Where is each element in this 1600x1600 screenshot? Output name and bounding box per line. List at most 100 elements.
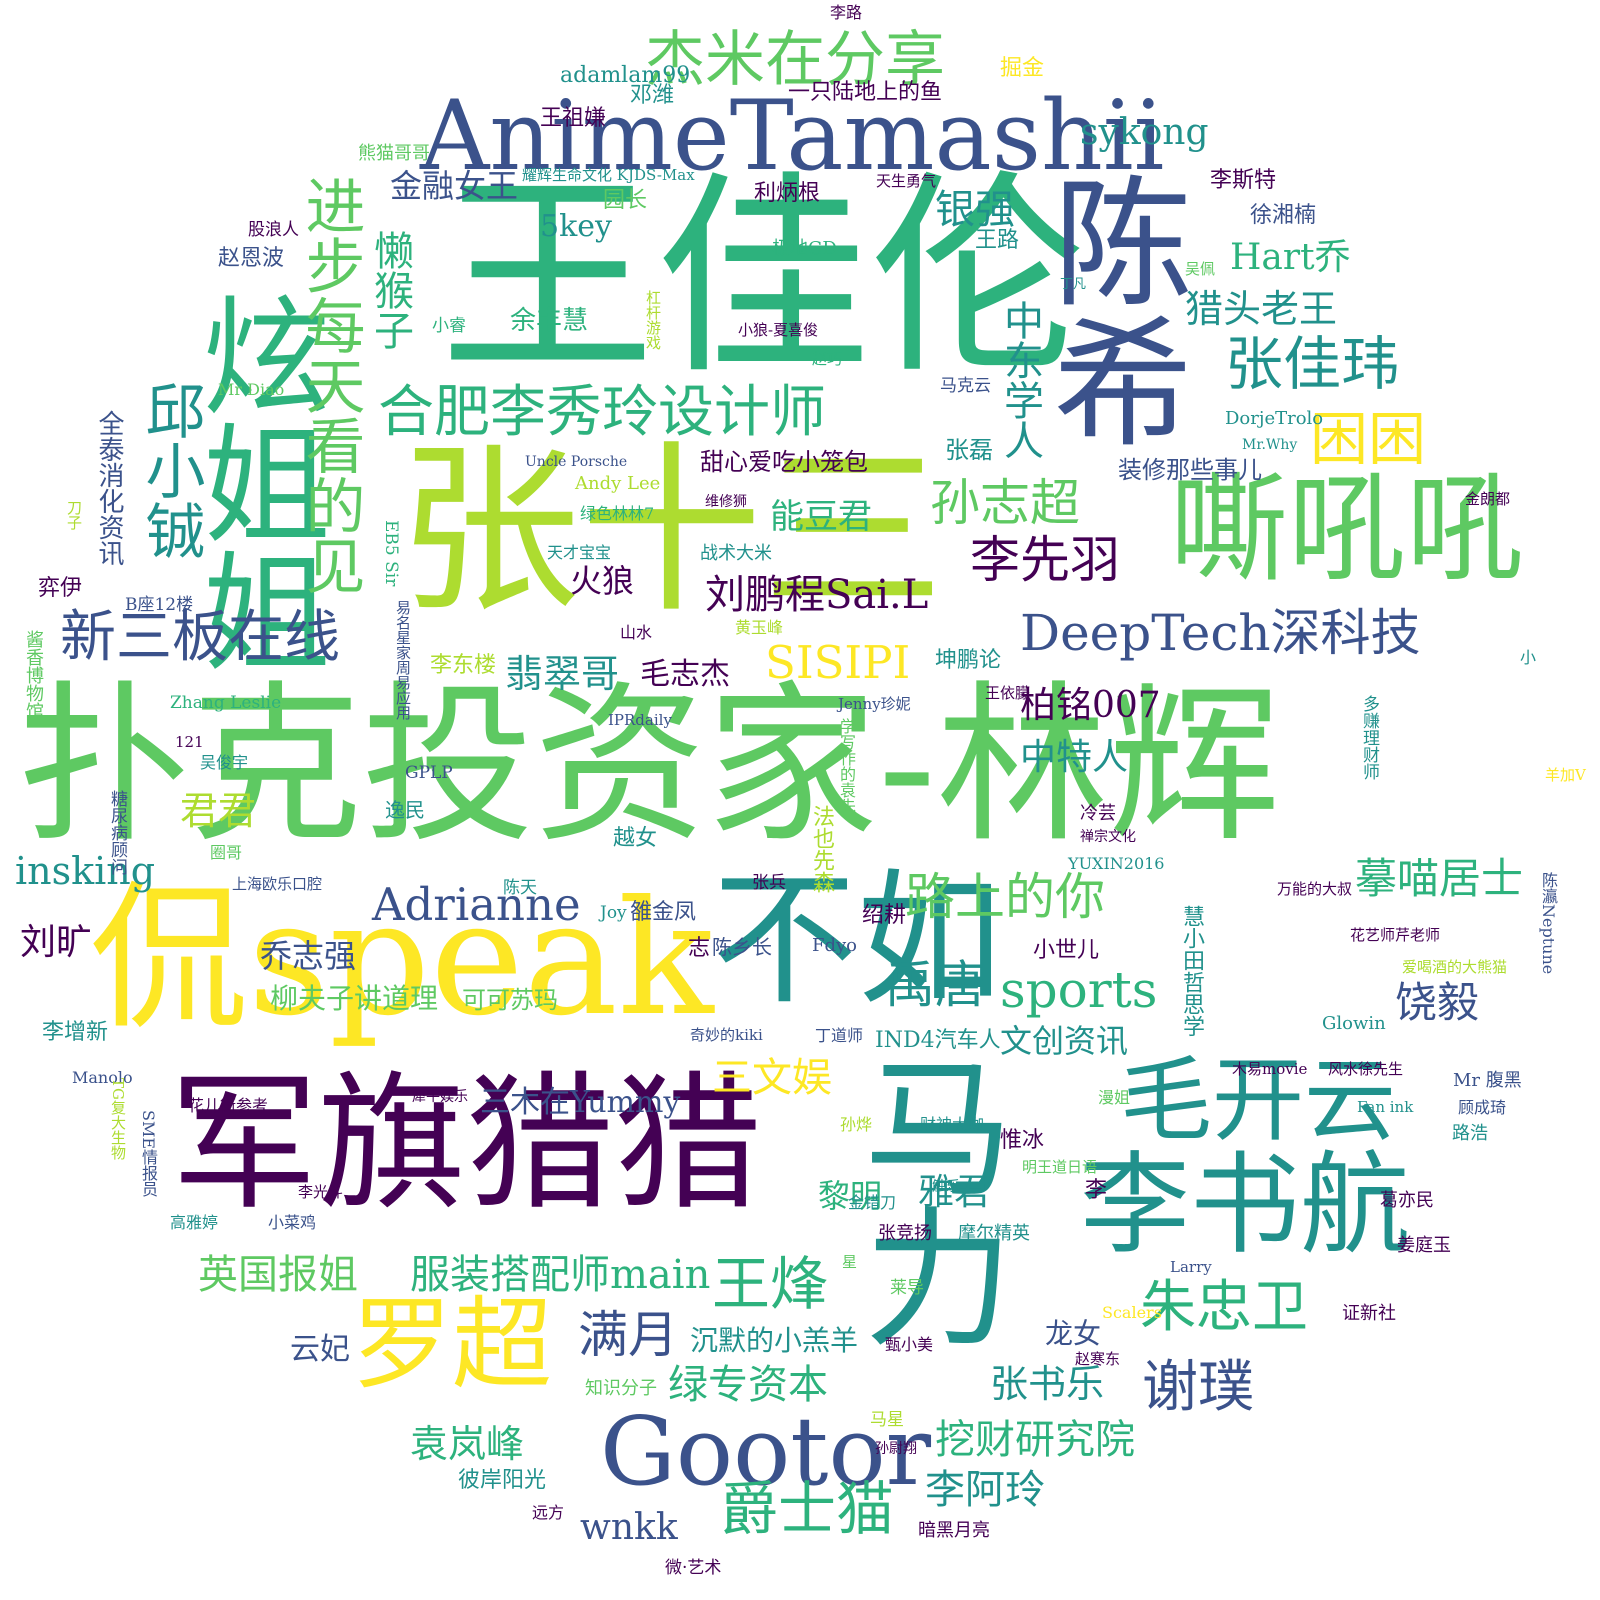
word-w186: 张竞扬 xyxy=(878,1223,932,1244)
word-w092: 李斯特 xyxy=(1210,168,1277,193)
word-w146: 张兵 xyxy=(752,873,786,893)
word-w067: 君君 xyxy=(180,789,257,833)
word-w147: 万能的大叔 xyxy=(1277,880,1353,898)
word-w079: 余丰慧 xyxy=(510,306,589,336)
word-w017: 杰米在分享 xyxy=(645,25,945,95)
word-w043: 毛志杰 xyxy=(640,657,730,692)
word-w113: 刀子 xyxy=(65,500,83,530)
word-w118: B座12楼 xyxy=(125,595,194,615)
word-w088: 耀辉生命文化 KJDS-Max xyxy=(522,166,695,184)
word-w004: 张十三 xyxy=(398,425,944,637)
word-w111: 绿色林林7 xyxy=(580,504,655,523)
word-w002: 王佳伦 xyxy=(440,152,1085,403)
word-w171: SME情报员 xyxy=(139,1110,158,1198)
word-w038: 英国报姐 xyxy=(198,1252,358,1298)
word-w087: 熊猫哥哥 xyxy=(358,143,430,164)
word-w120: 山水 xyxy=(620,623,653,642)
word-w052: 能豆君 xyxy=(770,497,872,537)
word-w144: 上海欧乐口腔 xyxy=(232,875,323,893)
word-w100: 小狼-夏喜俊 xyxy=(738,321,819,339)
word-w025: 李先羽 xyxy=(970,531,1120,589)
word-w108: Uncle Porsche xyxy=(525,454,628,470)
word-w077: 5key xyxy=(540,209,612,244)
word-w022: 张佳玮 xyxy=(1225,330,1400,398)
word-w181: 李 xyxy=(1085,1178,1108,1203)
word-w015: 毛开云 xyxy=(1120,1047,1397,1154)
word-w098: 小睿 xyxy=(432,316,466,336)
word-w094: 王路 xyxy=(975,228,1020,253)
word-w021: 进步每天看的见 xyxy=(295,175,365,595)
word-w107: 张磊 xyxy=(945,436,993,464)
word-w106: Mr.Why xyxy=(1242,437,1298,453)
word-w178: 明王道日语 xyxy=(1022,1158,1098,1176)
word-w010: 不如 xyxy=(712,856,1002,1025)
word-w187: 摩尔精英 xyxy=(958,1223,1030,1244)
word-w080: 利炳根 xyxy=(754,181,821,206)
word-w035: 谢璞 xyxy=(1142,1355,1254,1420)
word-w090: 股浪人 xyxy=(248,220,299,240)
word-w114: EB5 Sir xyxy=(381,520,401,587)
word-w085: 掘金 xyxy=(1000,56,1045,81)
word-w001: 扑克投资家-林辉 xyxy=(18,665,1281,866)
word-w089: 天生勇气 xyxy=(876,172,937,190)
word-w023: 困困 xyxy=(1310,405,1427,473)
word-w041: 刘鹏程Sai.L xyxy=(705,572,929,618)
word-w072: 黎明 xyxy=(818,1177,883,1215)
word-w013: Gootor xyxy=(600,1397,932,1507)
word-w132: 学写作的袁先 xyxy=(837,718,856,814)
word-w116: 战术大米 xyxy=(700,543,772,564)
word-w124: 坤鹏论 xyxy=(935,648,1002,673)
word-w083: adamlam99 xyxy=(560,63,691,88)
word-w189: 星 xyxy=(842,1253,858,1271)
word-w202: 微·艺术 xyxy=(665,1558,722,1578)
word-w051: 中特人 xyxy=(1020,737,1129,778)
word-w005: 侃speak xyxy=(90,867,714,1051)
word-w166: Mr 腹黑 xyxy=(1453,1070,1522,1091)
word-w029: 禹唐 xyxy=(885,956,985,1014)
word-w145: 陈天 xyxy=(503,878,537,898)
word-w182: 金错刀 xyxy=(848,1193,897,1212)
word-w155: Fdyo xyxy=(812,935,858,956)
word-w150: 雒金凤 xyxy=(630,900,697,925)
word-w053: 火狼 xyxy=(570,562,635,600)
word-w164: 木易movie xyxy=(1232,1060,1308,1078)
word-w127: Jenny珍妮 xyxy=(838,695,911,713)
word-w117: 弈伊 xyxy=(38,576,83,601)
word-w104: 全泰消化资讯 xyxy=(94,410,124,566)
word-w138: 法也先森 xyxy=(809,805,834,893)
word-w045: Hart乔 xyxy=(1230,237,1351,278)
word-w103: 马克云 xyxy=(940,376,991,396)
word-w170: 顾成琦 xyxy=(1458,1098,1507,1117)
word-w159: 李增新 xyxy=(42,1020,109,1045)
word-w055: 装修那些事儿 xyxy=(1118,456,1262,484)
word-w102: Mr Diao xyxy=(218,380,285,399)
word-w059: 袁岚峰 xyxy=(410,1422,525,1466)
word-w134: 羊加V xyxy=(1545,766,1586,784)
word-w161: 丁道师 xyxy=(815,1026,864,1045)
word-w073: 龙女 xyxy=(1045,1317,1102,1350)
word-w008: 嘶吼吼 xyxy=(1170,460,1525,598)
word-w156: 花艺师芹老师 xyxy=(1350,926,1441,944)
word-w115: 天才宝宝 xyxy=(547,543,612,562)
word-w093: 徐湘楠 xyxy=(1250,203,1317,228)
word-w060: 张书乐 xyxy=(990,1362,1105,1406)
word-w148: 陈瀛Neptune xyxy=(1539,872,1558,975)
word-w196: 知识分子 xyxy=(585,1378,657,1399)
word-w185: 小菜鸡 xyxy=(268,1213,317,1232)
word-w184: 高雅婷 xyxy=(170,1213,219,1232)
word-w201: 暗黑月亮 xyxy=(918,1520,990,1541)
word-w009: 炫姐姐 xyxy=(180,290,329,674)
word-w136: 逸民 xyxy=(385,798,425,822)
word-w199: 彼岸阳光 xyxy=(458,1468,547,1493)
word-w028: sports xyxy=(1000,961,1158,1019)
word-w099: 杠杆游戏 xyxy=(644,290,662,350)
word-w154: 陈乡长 xyxy=(712,935,772,959)
word-w006: 军旗猎猎 xyxy=(170,1058,762,1230)
word-w192: Scalers xyxy=(1102,1303,1162,1322)
word-w139: 越女 xyxy=(613,826,658,851)
word-w179: 李光斗 xyxy=(298,1183,344,1201)
word-w172: 孙烨 xyxy=(840,1115,873,1134)
word-w037: 爵士猫 xyxy=(720,1475,895,1543)
word-w086: 李路 xyxy=(830,3,863,22)
word-w056: 绿专资本 xyxy=(668,1362,828,1408)
